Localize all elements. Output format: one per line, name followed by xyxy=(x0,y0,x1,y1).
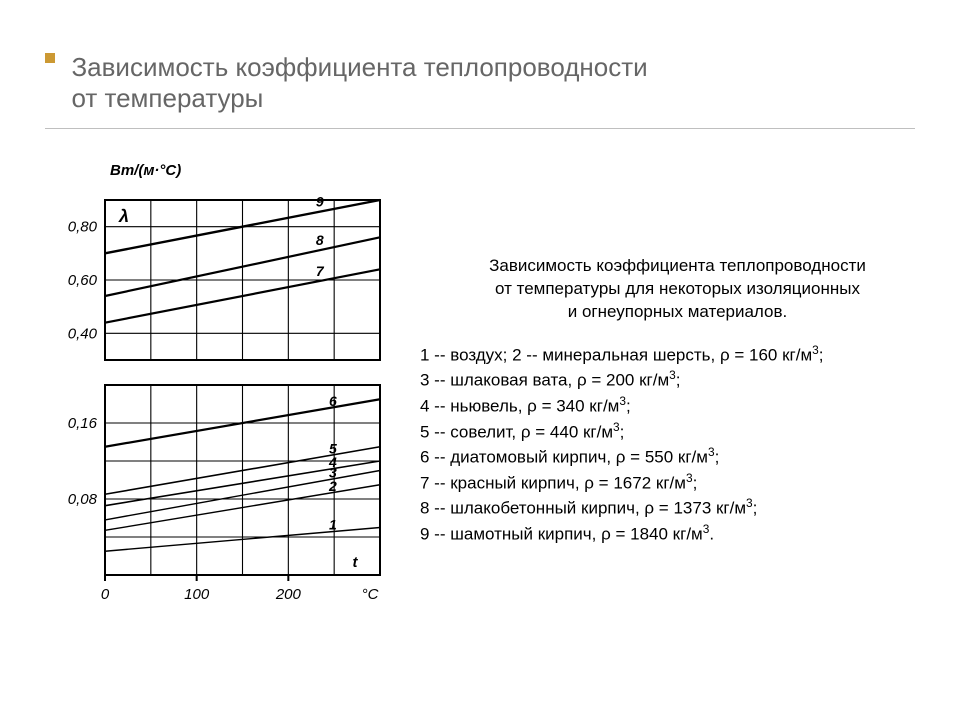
svg-text:6: 6 xyxy=(329,393,337,409)
slide-title: Зависимость коэффициента теплопроводност… xyxy=(45,52,915,129)
legend-item: 1 -- воздух; 2 -- минеральная шерсть, ρ … xyxy=(420,342,935,368)
title-bullet-icon xyxy=(45,53,55,63)
legend-item: 5 -- совелит, ρ = 440 кг/м3; xyxy=(420,419,935,445)
title-text: Зависимость коэффициента теплопроводност… xyxy=(71,52,647,114)
svg-text:0: 0 xyxy=(101,586,110,603)
svg-text:Вт/(м·°С): Вт/(м·°С) xyxy=(110,162,181,179)
legend-item: 6 -- диатомовый кирпич, ρ = 550 кг/м3; xyxy=(420,444,935,470)
svg-text:1: 1 xyxy=(329,516,337,532)
legend-block: Зависимость коэффициента теплопроводност… xyxy=(420,255,935,547)
svg-text:5: 5 xyxy=(329,440,337,456)
svg-text:°С: °С xyxy=(362,586,379,603)
legend-item: 4 -- ньювель, ρ = 340 кг/м3; xyxy=(420,393,935,419)
svg-text:t: t xyxy=(353,554,359,571)
legend-item: 9 -- шамотный кирпич, ρ = 1840 кг/м3. xyxy=(420,521,935,547)
svg-text:8: 8 xyxy=(316,232,324,248)
svg-text:0,08: 0,08 xyxy=(68,491,98,508)
svg-text:9: 9 xyxy=(316,193,324,209)
svg-text:200: 200 xyxy=(275,586,302,603)
legend-item: 3 -- шлаковая вата, ρ = 200 кг/м3; xyxy=(420,367,935,393)
svg-text:100: 100 xyxy=(184,586,210,603)
svg-text:λ: λ xyxy=(118,206,129,226)
svg-text:0,80: 0,80 xyxy=(68,219,98,236)
legend-item: 8 -- шлакобетонный кирпич, ρ = 1373 кг/м… xyxy=(420,495,935,521)
legend-item: 7 -- красный кирпич, ρ = 1672 кг/м3; xyxy=(420,470,935,496)
svg-text:0,16: 0,16 xyxy=(68,415,98,432)
svg-text:0,40: 0,40 xyxy=(68,325,98,342)
svg-text:4: 4 xyxy=(328,454,337,470)
svg-text:7: 7 xyxy=(316,263,325,279)
thermal-conductivity-chart: Вт/(м·°С)0,400,600,80λ7890,080,161234560… xyxy=(40,155,400,625)
svg-text:0,60: 0,60 xyxy=(68,272,98,289)
legend-heading: Зависимость коэффициента теплопроводност… xyxy=(420,255,935,324)
